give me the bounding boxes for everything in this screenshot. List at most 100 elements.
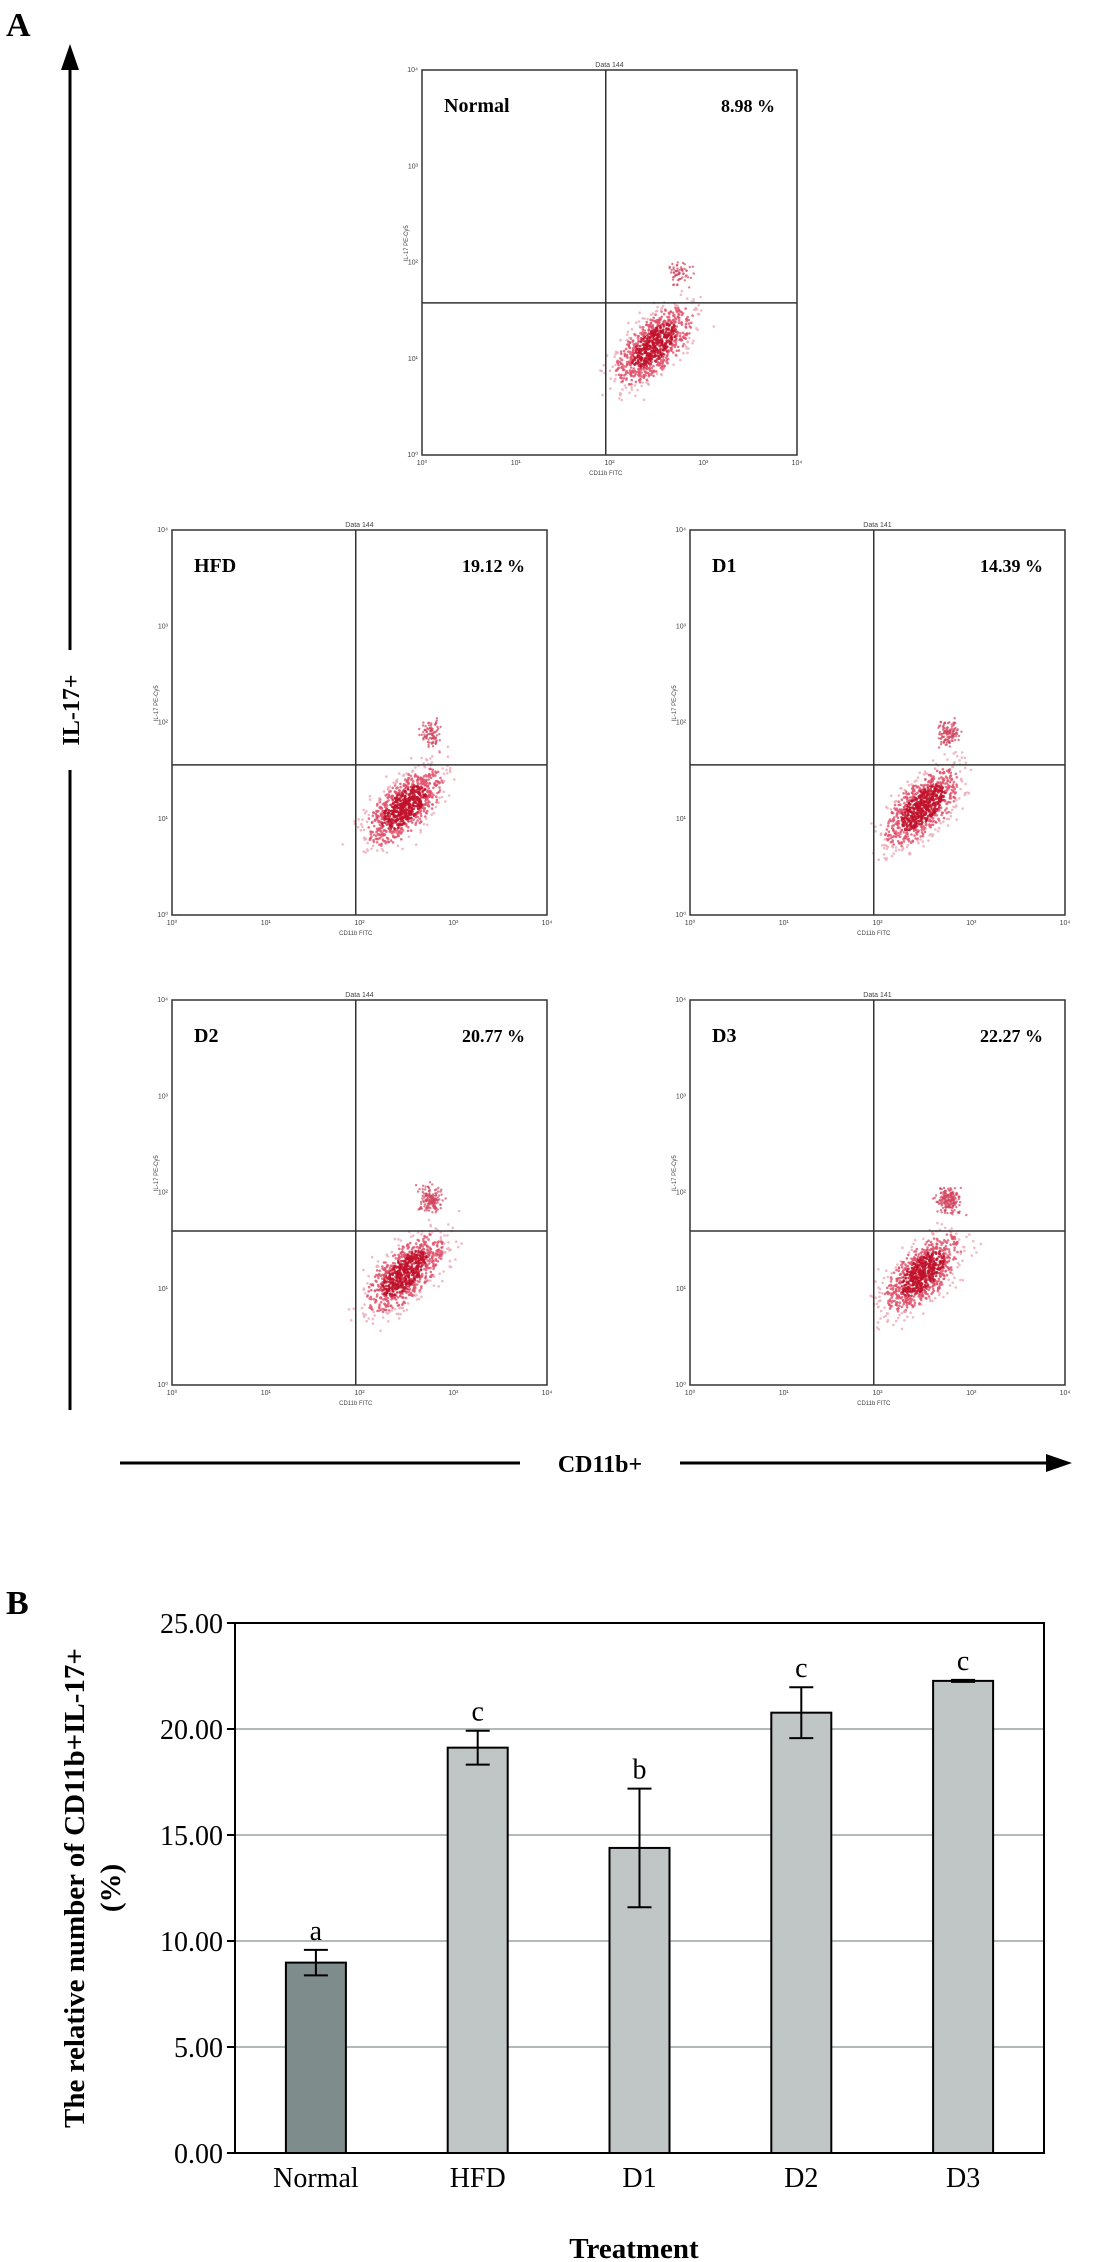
y-tick-label: 0.00 <box>174 2139 223 2170</box>
flow-x-tick-label: 10³ <box>448 920 459 927</box>
flow-x-tick-label: 10² <box>604 460 615 467</box>
flow-plot-sample-name: D1 <box>712 555 736 577</box>
flow-x-tick-label: 10⁰ <box>417 459 428 467</box>
flow-y-axis-label: IL-17+ <box>59 674 85 745</box>
flow-x-tick-label: 10¹ <box>779 1390 790 1397</box>
flow-plot-frame <box>689 529 1066 916</box>
flow-plot-cell-cloud <box>347 1181 463 1333</box>
flow-axes: IL-17+ CD11b+ <box>54 44 1072 1478</box>
bar-d3 <box>932 1679 995 2154</box>
flow-plot-sample-name: D3 <box>712 1025 736 1047</box>
flow-plot-header: Data 144 <box>345 992 374 999</box>
flow-y-tick-label: 10³ <box>676 623 687 630</box>
flow-plot-cell-cloud <box>870 717 973 862</box>
flow-y-tick-label: 10² <box>158 720 169 727</box>
flow-plot-sample-name: HFD <box>194 555 236 577</box>
flow-plot-cell-cloud <box>869 1186 983 1331</box>
y-tick-label: 10.00 <box>160 1927 223 1958</box>
flow-x-tick-label: 10² <box>872 1390 883 1397</box>
significance-letter: c <box>957 1646 969 1677</box>
y-tick-label: 25.00 <box>160 1609 223 1640</box>
flow-y-tick-label: 10³ <box>408 163 419 170</box>
flow-x-tick-label: 10¹ <box>261 1390 272 1397</box>
x-tick-label: Normal <box>273 2163 359 2194</box>
significance-letter: c <box>471 1697 483 1728</box>
flow-quadrant-y-label: IL-17 PE-Cy5 <box>672 1155 678 1192</box>
flow-quadrant-x-label: CD11b FITC <box>589 471 623 477</box>
flow-y-tick-label: 10³ <box>676 1093 687 1100</box>
y-tick-label: 20.00 <box>160 1715 223 1746</box>
flow-y-tick-label: 10³ <box>158 1093 169 1100</box>
flow-plot-header: Data 141 <box>863 522 892 529</box>
x-tick-label: HFD <box>450 2163 506 2194</box>
flow-y-tick-label: 10⁴ <box>675 527 686 534</box>
flow-x-tick-label: 10⁴ <box>1060 1390 1071 1397</box>
flow-x-tick-label: 10³ <box>966 920 977 927</box>
flow-x-tick-label: 10⁰ <box>685 1389 696 1397</box>
flow-plot-cell-cloud <box>599 261 716 402</box>
flow-plot-frame <box>171 529 548 916</box>
flow-plot-header: Data 144 <box>345 522 374 529</box>
flow-x-tick-label: 10¹ <box>779 920 790 927</box>
y-axis-title: The relative number of CD11b+IL-17+ <box>59 1648 91 2128</box>
bars: a c b c c <box>284 1646 995 2155</box>
flow-y-tick-label: 10¹ <box>676 816 687 823</box>
flow-plot-percent: 22.27 % <box>980 1026 1043 1046</box>
flow-x-tick-label: 10² <box>354 920 365 927</box>
flow-x-tick-label: 10⁴ <box>542 1390 553 1397</box>
flow-x-tick-label: 10³ <box>448 1390 459 1397</box>
flow-y-tick-label: 10¹ <box>676 1286 687 1293</box>
y-tick-label: 15.00 <box>160 1821 223 1852</box>
flow-plot-frame <box>171 999 548 1386</box>
flow-quadrant-y-label: IL-17 PE-Cy5 <box>154 685 160 722</box>
flow-x-axis-label: CD11b+ <box>558 1452 642 1478</box>
flow-y-tick-label: 10³ <box>158 623 169 630</box>
y-tick-label: 5.00 <box>174 2033 223 2064</box>
flow-y-tick-label: 10² <box>158 1190 169 1197</box>
flow-y-tick-label: 10⁰ <box>675 1381 686 1389</box>
flow-y-tick-label: 10⁴ <box>407 67 418 74</box>
flow-y-axis-arrowhead <box>61 44 79 70</box>
flow-quadrant-y-label: IL-17 PE-Cy5 <box>672 685 678 722</box>
x-axis-title: Treatment <box>569 2233 699 2262</box>
significance-letter: a <box>310 1916 323 1947</box>
flow-x-tick-label: 10¹ <box>261 920 272 927</box>
flow-plot-frame <box>689 999 1066 1386</box>
flow-plot-frame <box>421 69 798 456</box>
flow-quadrant-x-label: CD11b FITC <box>339 1401 373 1407</box>
flow-y-tick-label: 10² <box>408 260 419 267</box>
flow-x-tick-label: 10⁴ <box>1060 920 1071 927</box>
flow-y-axis-label-bg <box>54 650 86 770</box>
flow-quadrant-x-label: CD11b FITC <box>857 931 891 937</box>
flow-x-axis-arrowhead <box>1046 1454 1072 1472</box>
significance-letter: c <box>795 1653 807 1684</box>
flow-x-tick-label: 10⁰ <box>685 919 696 927</box>
flow-quadrant-y-label: IL-17 PE-Cy5 <box>404 225 410 262</box>
bar-chart: 0.00 5.00 10.00 15.00 20.00 25.00 a c b c c Norma… <box>59 1609 1045 2262</box>
y-ticks: 0.00 5.00 10.00 15.00 20.00 25.00 <box>160 1609 235 2170</box>
flow-plot-percent: 19.12 % <box>462 556 525 576</box>
bar-normal <box>284 1961 347 2155</box>
flow-plot-percent: 20.77 % <box>462 1026 525 1046</box>
flow-plot-sample-name: Normal <box>444 95 510 117</box>
flow-plot-sample-name: D2 <box>194 1025 218 1047</box>
flow-x-tick-label: 10⁴ <box>542 920 553 927</box>
flow-y-tick-label: 10⁴ <box>157 997 168 1004</box>
flow-y-tick-label: 10⁰ <box>157 1381 168 1389</box>
flow-plot-percent: 8.98 % <box>721 96 775 116</box>
x-tick-label: D3 <box>946 2163 980 2194</box>
flow-x-tick-label: 10² <box>872 920 883 927</box>
flow-x-tick-label: 10⁰ <box>167 919 178 927</box>
flow-y-tick-label: 10¹ <box>158 1286 169 1293</box>
flow-x-tick-label: 10⁴ <box>792 460 803 467</box>
x-ticks: Normal HFD D1 D2 D3 <box>273 2163 980 2194</box>
flow-y-tick-label: 10⁴ <box>675 997 686 1004</box>
flow-x-tick-label: 10³ <box>966 1390 977 1397</box>
flow-y-tick-label: 10⁰ <box>157 911 168 919</box>
x-tick-label: D1 <box>622 2163 656 2194</box>
